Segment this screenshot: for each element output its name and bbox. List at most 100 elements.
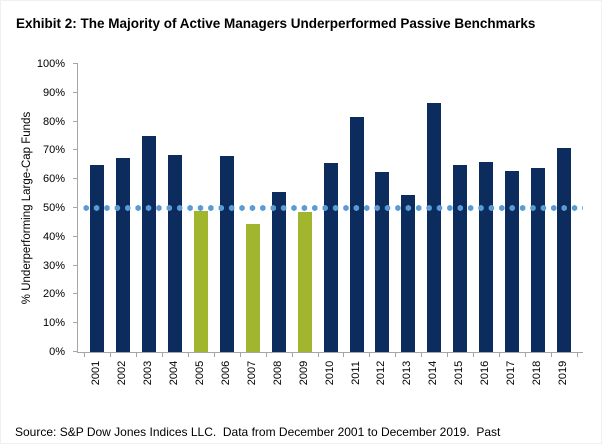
- bar-slot-2014: [421, 64, 447, 352]
- y-tick-label-20: 20%: [42, 288, 65, 301]
- x-axis-labels: 2001 2002 2003 2004 2005 2006 2007 2008 2009 2010…: [83, 357, 576, 389]
- x-tick-label-text: 2002: [115, 360, 128, 386]
- y-axis-labels: 0% 10% 20% 30% 40% 50% 60% 70% 80% 90% 100%: [1, 58, 71, 358]
- y-tick-label-50: 50%: [42, 202, 65, 214]
- y-axis-tick-mark: [73, 293, 78, 295]
- x-tick-label-2001: 2001: [83, 357, 109, 389]
- bar-2004: [167, 154, 182, 352]
- x-axis-tick-mark: [525, 352, 527, 357]
- bar-slot-2018: [525, 64, 551, 352]
- bar-2016: [479, 161, 494, 352]
- y-axis-tick-mark: [73, 91, 78, 93]
- x-tick-label-2002: 2002: [109, 357, 135, 389]
- x-axis-tick-mark: [343, 352, 345, 357]
- x-tick-label-text: 2015: [453, 360, 466, 386]
- x-axis-tick-mark: [551, 352, 553, 357]
- y-tick-label-80: 80%: [42, 115, 65, 128]
- bar-2017: [505, 170, 520, 352]
- x-tick-label-text: 2012: [375, 360, 388, 386]
- x-axis-tick-mark: [135, 352, 137, 357]
- x-axis-tick-mark: [84, 352, 85, 357]
- x-axis-tick-mark: [317, 352, 319, 357]
- x-axis-tick-mark: [213, 352, 215, 357]
- bar-slot-2005: [188, 64, 214, 352]
- x-axis-tick-mark: [109, 352, 111, 357]
- bar-slot-2007: [240, 64, 266, 352]
- x-axis-tick-mark: [187, 352, 189, 357]
- y-tick-label-40: 40%: [42, 230, 65, 243]
- x-tick-label-2015: 2015: [446, 357, 472, 389]
- x-tick-label-text: 2005: [193, 360, 206, 386]
- x-axis-ticks: [84, 352, 578, 357]
- bar-2005: [193, 210, 208, 352]
- bar-slot-2013: [395, 64, 421, 352]
- y-axis-tick-mark: [73, 351, 78, 352]
- x-tick-label-2011: 2011: [343, 357, 369, 389]
- x-axis-tick-mark: [395, 352, 397, 357]
- y-tick-label-70: 70%: [42, 144, 65, 157]
- bar-2012: [375, 172, 390, 352]
- x-tick-label-text: 2004: [167, 360, 180, 386]
- bar-2001: [89, 164, 104, 352]
- x-axis-tick-mark: [499, 352, 501, 357]
- x-tick-label-text: 2014: [427, 360, 440, 386]
- bar-2013: [401, 195, 416, 352]
- x-axis-tick-mark: [421, 352, 423, 357]
- bar-slot-2011: [344, 64, 370, 352]
- x-tick-label-2004: 2004: [161, 357, 187, 389]
- bar-2009: [297, 212, 312, 352]
- plot-area: [73, 63, 583, 357]
- bar-slot-2009: [292, 64, 318, 352]
- bar-slot-2008: [266, 64, 292, 352]
- x-tick-label-text: 2017: [505, 360, 518, 386]
- x-tick-label-2009: 2009: [291, 357, 317, 389]
- x-tick-label-text: 2013: [401, 360, 414, 386]
- y-tick-label-0: 0%: [49, 346, 65, 358]
- source-line-1: Source: S&P Dow Jones Indices LLC. Data …: [15, 424, 501, 439]
- x-axis-tick-mark: [577, 352, 578, 357]
- x-tick-label-text: 2008: [271, 360, 284, 386]
- x-axis-tick-mark: [291, 352, 293, 357]
- x-tick-label-text: 2010: [323, 360, 336, 386]
- source-note: Source: S&P Dow Jones Indices LLC. Data …: [15, 389, 595, 443]
- y-tick-label-30: 30%: [42, 259, 65, 272]
- bar-2019: [557, 147, 572, 352]
- y-axis-tick-mark: [73, 235, 78, 237]
- x-axis-tick-mark: [447, 352, 449, 357]
- bar-2002: [115, 157, 130, 352]
- bar-2018: [531, 167, 546, 352]
- x-tick-label-text: 2006: [219, 360, 232, 386]
- bar-slot-2003: [136, 64, 162, 352]
- y-tick-label-100: 100%: [36, 58, 65, 70]
- x-tick-label-2003: 2003: [135, 357, 161, 389]
- y-axis-tick-mark: [73, 120, 78, 122]
- x-tick-label-2016: 2016: [472, 357, 498, 389]
- bar-2011: [349, 117, 364, 352]
- bar-2007: [245, 223, 260, 352]
- x-tick-label-2012: 2012: [368, 357, 394, 389]
- x-axis-tick-mark: [161, 352, 163, 357]
- x-tick-label-text: 2009: [297, 360, 310, 386]
- x-tick-label-2010: 2010: [317, 357, 343, 389]
- y-axis-tick-mark: [73, 178, 78, 180]
- bar-2010: [323, 163, 338, 352]
- x-tick-label-text: 2001: [89, 360, 102, 386]
- y-tick-label-10: 10%: [42, 317, 65, 330]
- x-tick-label-text: 2003: [141, 360, 154, 386]
- x-tick-label-text: 2018: [531, 360, 544, 386]
- y-tick-label-90: 90%: [42, 86, 65, 99]
- chart-title: Exhibit 2: The Majority of Active Manage…: [16, 16, 536, 31]
- x-tick-label-2017: 2017: [498, 357, 524, 389]
- x-tick-label-text: 2019: [557, 360, 570, 386]
- x-tick-label-2006: 2006: [213, 357, 239, 389]
- x-tick-label-2005: 2005: [187, 357, 213, 389]
- bars-row: [84, 64, 577, 352]
- x-tick-label-2013: 2013: [394, 357, 420, 389]
- x-tick-label-2019: 2019: [550, 357, 576, 389]
- x-axis-tick-mark: [265, 352, 267, 357]
- reference-line-50pct: [81, 204, 583, 212]
- y-tick-label-60: 60%: [42, 173, 65, 186]
- bar-2014: [427, 102, 442, 352]
- x-tick-label-2014: 2014: [420, 357, 446, 389]
